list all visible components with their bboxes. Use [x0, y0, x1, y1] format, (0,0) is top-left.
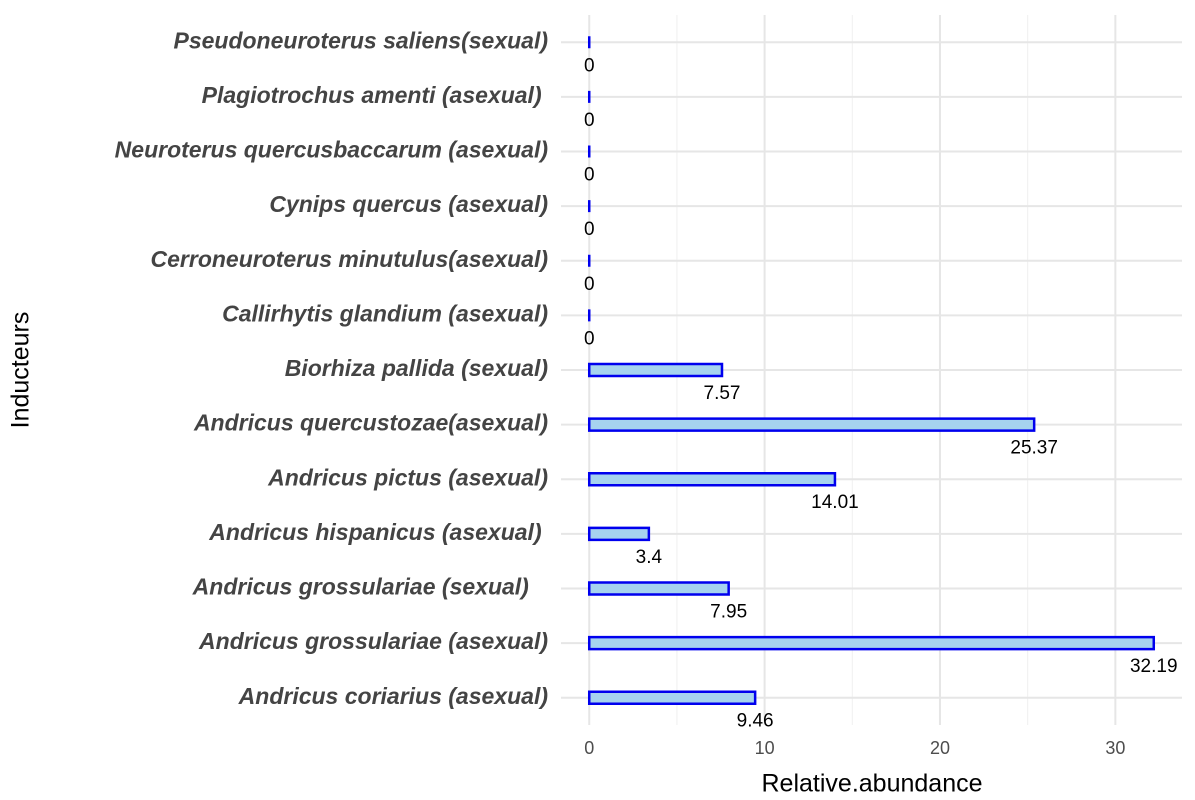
y-tick-label: Andricus grossulariae (asexual) [198, 628, 548, 654]
x-tick-label: 10 [755, 738, 775, 758]
bar [587, 581, 730, 596]
value-label: 0 [584, 55, 595, 76]
value-label: 7.57 [704, 383, 741, 404]
value-label: 25.37 [1010, 438, 1058, 459]
bar [587, 635, 1156, 651]
y-tick-label: Plagiotrochus amenti (asexual) [202, 82, 548, 108]
value-label: 0 [584, 274, 595, 295]
bar [587, 362, 724, 378]
value-label: 32.19 [1130, 656, 1178, 677]
value-label: 0 [584, 219, 595, 240]
y-tick-label: Cynips quercus (asexual) [269, 191, 548, 217]
y-tick-label: Callirhytis glandium (asexual) [222, 300, 548, 326]
x-tick-label: 30 [1105, 738, 1125, 758]
y-axis-title: Inducteurs [7, 312, 35, 429]
y-tick-label: Biorhiza pallida (sexual) [285, 355, 548, 381]
bar [587, 417, 1036, 432]
bar [587, 690, 757, 705]
bar [587, 526, 651, 542]
y-tick-label: Andricus coriarius (asexual) [238, 683, 548, 709]
value-label: 0 [584, 165, 595, 186]
y-tick-label: Andricus grossulariae (sexual) [192, 574, 548, 600]
value-label: 9.46 [737, 711, 774, 732]
value-label: 3.4 [636, 547, 663, 568]
value-label: 14.01 [811, 492, 859, 513]
x-axis-title: Relative.abundance [762, 770, 983, 798]
value-label: 0 [584, 110, 595, 131]
y-tick-label: Cerroneuroterus minutulus(asexual) [151, 246, 548, 272]
x-tick-label: 0 [584, 738, 594, 758]
value-label: 0 [584, 328, 595, 349]
x-tick-label: 20 [930, 738, 950, 758]
y-tick-label: Andricus quercustozae(asexual) [193, 410, 548, 436]
y-tick-label: Neuroterus quercusbaccarum (asexual) [115, 137, 548, 163]
y-tick-label: Pseudoneuroterus saliens(sexual) [173, 27, 548, 53]
y-tick-label: Andricus hispanicus (asexual) [208, 519, 548, 545]
y-tick-label: Andricus pictus (asexual) [267, 464, 548, 490]
value-label: 7.95 [710, 601, 747, 622]
bar [587, 471, 837, 487]
